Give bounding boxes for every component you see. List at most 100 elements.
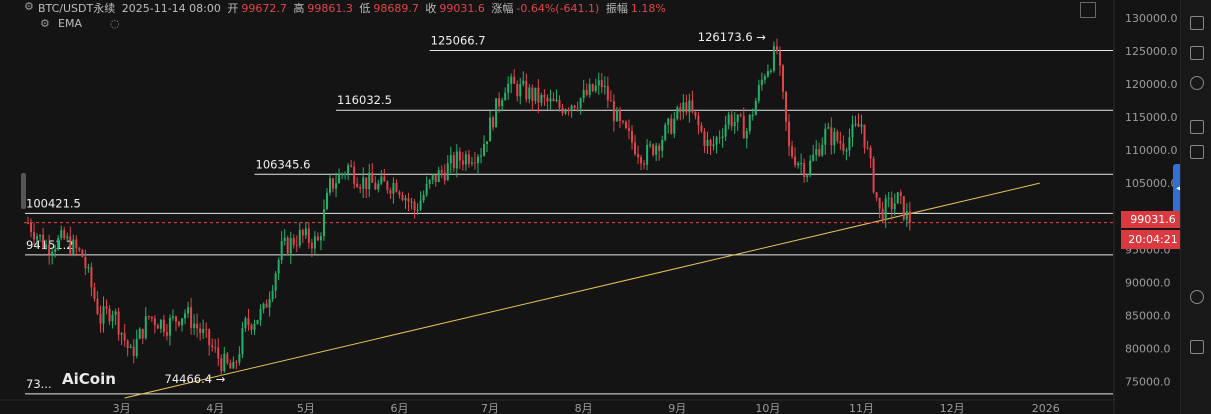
candle-body <box>374 182 377 190</box>
candle-body <box>319 236 322 241</box>
candle-body <box>232 361 235 369</box>
candle-body <box>854 123 857 125</box>
candle-body <box>682 102 685 112</box>
candle-body <box>597 80 600 86</box>
candle-body <box>543 95 546 98</box>
candle-body <box>797 163 800 166</box>
candle-body <box>262 303 265 310</box>
candle-body <box>803 163 806 178</box>
candle-body <box>81 249 84 257</box>
candle-body <box>114 311 117 315</box>
candle-body <box>425 183 428 195</box>
candle-body <box>138 328 141 339</box>
close-value: 99031.6 <box>439 2 485 15</box>
candle-body <box>335 183 338 189</box>
toolbar-icon-3[interactable] <box>1190 76 1204 90</box>
settings-icon[interactable]: ⚙ <box>24 0 34 13</box>
candle-body <box>878 197 881 209</box>
candle-body <box>905 211 908 220</box>
candle-body <box>655 145 658 155</box>
candle-body <box>174 316 177 322</box>
candle-body <box>540 95 543 103</box>
candle-body <box>446 163 449 181</box>
hide-eye-icon[interactable]: ◌ <box>110 17 120 30</box>
candle-body <box>304 228 307 236</box>
candle-body <box>295 245 298 247</box>
candle-body <box>256 320 259 324</box>
candle-body <box>866 147 869 149</box>
candle-body <box>153 318 156 326</box>
candle-body <box>371 172 374 183</box>
candle-body <box>214 347 217 349</box>
candle-body <box>443 172 446 181</box>
candle-body <box>769 70 772 72</box>
candle-body <box>389 190 392 194</box>
x-tick-label: 5月 <box>297 402 315 414</box>
candle-body <box>875 192 878 198</box>
candle-body <box>537 87 540 103</box>
candle-body <box>908 211 911 223</box>
candle-body <box>558 99 561 108</box>
ema-indicator-label[interactable]: EMA <box>58 17 82 30</box>
toolbar-icon-5[interactable] <box>1190 145 1204 159</box>
candle-body <box>368 172 371 190</box>
candle-body <box>132 346 135 356</box>
candle-body <box>217 347 220 359</box>
high-label: 高 <box>293 2 305 15</box>
candle-body <box>618 109 621 121</box>
price-annotation: 126173.6 → <box>698 30 767 44</box>
toolbar-icon-2[interactable] <box>1190 46 1204 60</box>
toolbar-icon-4[interactable] <box>1190 120 1204 134</box>
candle-body <box>377 183 380 190</box>
candle-body <box>812 154 815 161</box>
candle-body <box>440 170 443 173</box>
y-tick-label: 80000.0 <box>1125 342 1171 355</box>
toolbar-icon-6[interactable] <box>1190 290 1204 304</box>
candle-body <box>280 241 283 260</box>
candle-body <box>223 353 226 372</box>
left-drag-handle[interactable] <box>21 173 26 209</box>
indicator-settings-icon[interactable]: ⚙ <box>40 17 50 30</box>
candle-body <box>667 118 670 125</box>
candle-body <box>271 290 274 300</box>
ohlc-header: BTC/USDT永续 2025-11-14 08:00 开 99672.7 高 99… <box>38 0 669 16</box>
candle-body <box>141 328 144 339</box>
candle-body <box>585 90 588 96</box>
candle-body <box>310 242 313 249</box>
candle-body <box>286 237 289 254</box>
candle-body <box>815 149 818 155</box>
candle-body <box>184 313 187 319</box>
candle-body <box>39 234 42 237</box>
candle-body <box>316 236 319 241</box>
candle-body <box>147 316 150 318</box>
candle-body <box>688 100 691 113</box>
candle-body <box>806 175 809 178</box>
candle-body <box>730 114 733 127</box>
horizontal-level-label: 116032.5 <box>337 93 392 107</box>
candle-body <box>576 107 579 109</box>
candle-body <box>519 84 522 97</box>
candle-body <box>398 191 401 196</box>
horizontal-level-label: 73... <box>26 377 52 391</box>
candle-body <box>452 155 455 169</box>
fullscreen-icon[interactable] <box>1080 2 1096 18</box>
amplitude-value: 1.18% <box>630 2 666 15</box>
candle-body <box>546 97 549 102</box>
candle-body <box>800 163 803 165</box>
candle-body <box>609 100 612 102</box>
candle-body <box>380 176 383 184</box>
toolbar-icon-1[interactable] <box>1190 16 1204 30</box>
candle-body <box>410 201 413 203</box>
candle-body <box>643 163 646 165</box>
candle-body <box>202 329 205 334</box>
candle-body <box>703 131 706 147</box>
candle-body <box>171 316 174 319</box>
open-label: 开 <box>227 2 239 15</box>
candle-body <box>615 109 618 122</box>
candle-body <box>594 85 597 91</box>
toolbar-icon-7[interactable] <box>1190 340 1204 354</box>
candle-body <box>108 308 111 322</box>
candle-body <box>69 236 72 254</box>
candle-body <box>624 121 627 129</box>
